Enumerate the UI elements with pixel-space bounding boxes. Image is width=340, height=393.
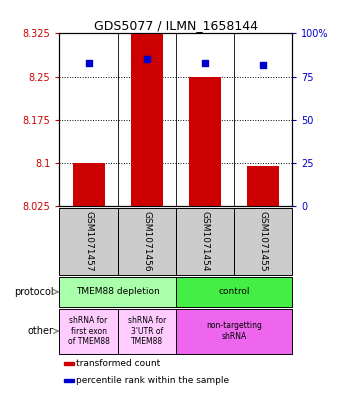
Bar	[64, 379, 74, 382]
Text: TMEM88 depletion: TMEM88 depletion	[76, 287, 159, 296]
Point	[202, 60, 208, 66]
Bar	[176, 309, 292, 354]
Text: GSM1071457: GSM1071457	[84, 211, 93, 272]
Bar	[131, 33, 163, 206]
Text: GSM1071454: GSM1071454	[201, 211, 209, 272]
Bar	[73, 163, 105, 206]
Bar	[234, 208, 292, 275]
Point	[260, 61, 266, 68]
Text: percentile rank within the sample: percentile rank within the sample	[75, 376, 229, 385]
Bar	[59, 309, 118, 354]
Bar	[189, 77, 221, 206]
Bar	[247, 166, 279, 206]
Bar	[64, 362, 74, 365]
Bar	[118, 208, 176, 275]
Point	[86, 60, 91, 66]
Text: transformed count: transformed count	[75, 359, 160, 368]
Title: GDS5077 / ILMN_1658144: GDS5077 / ILMN_1658144	[94, 19, 258, 32]
Text: shRNA for
3'UTR of
TMEM88: shRNA for 3'UTR of TMEM88	[128, 316, 166, 346]
Text: GSM1071455: GSM1071455	[259, 211, 268, 272]
Bar	[176, 277, 292, 307]
Text: protocol: protocol	[14, 287, 54, 297]
Point	[144, 56, 150, 62]
Text: GSM1071456: GSM1071456	[142, 211, 151, 272]
Text: shRNA for
first exon
of TMEM88: shRNA for first exon of TMEM88	[68, 316, 109, 346]
Bar	[59, 208, 118, 275]
Bar	[176, 208, 234, 275]
Text: control: control	[218, 287, 250, 296]
Text: non-targetting
shRNA: non-targetting shRNA	[206, 321, 262, 341]
Bar	[59, 277, 176, 307]
Bar	[118, 309, 176, 354]
Text: other: other	[28, 326, 54, 336]
